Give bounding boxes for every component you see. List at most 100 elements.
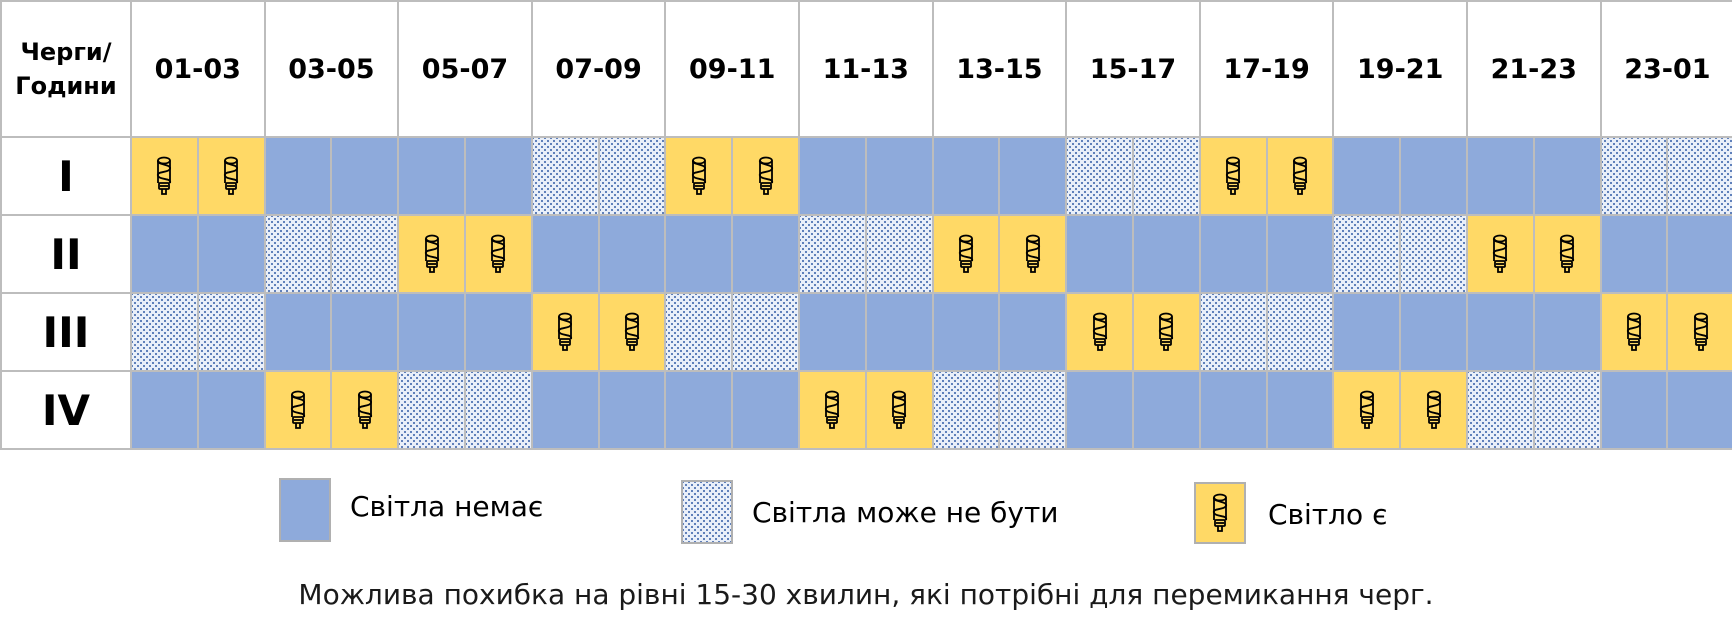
slot-maybe: [330, 214, 400, 294]
slot-off: [864, 136, 934, 216]
legend-label-off: Світла немає: [350, 490, 544, 523]
slot-maybe: [798, 214, 867, 294]
slot-maybe: [931, 370, 1001, 450]
light-bulb-icon: [1025, 234, 1040, 273]
light-bulb-icon: [691, 156, 706, 195]
slot-off: [1466, 292, 1535, 372]
slot-off: [1599, 370, 1669, 450]
slot-on: [731, 136, 800, 216]
corner-label-line1: Черги/: [20, 38, 112, 66]
slot-off: [196, 214, 266, 294]
light-bulb-icon: [1226, 156, 1241, 195]
slot-maybe: [731, 292, 800, 372]
slot-maybe: [664, 292, 734, 372]
light-bulb-icon: [1092, 312, 1107, 351]
slot-off: [1399, 136, 1468, 216]
queue-label: II: [0, 214, 132, 294]
light-bulb-icon: [290, 390, 306, 429]
slot-off: [731, 214, 800, 294]
hour-header: 19-21: [1332, 0, 1468, 138]
slot-on: [1198, 136, 1268, 216]
slot-off: [1132, 214, 1201, 294]
slot-off: [1198, 214, 1268, 294]
slot-on: [931, 214, 1001, 294]
slot-maybe: [1065, 136, 1134, 216]
light-bulb-icon: [1159, 312, 1174, 351]
slot-off: [1265, 370, 1335, 450]
slot-on: [530, 292, 600, 372]
light-bulb-icon: [825, 390, 840, 429]
light-bulb-icon: [1560, 234, 1575, 273]
hour-header: 09-11: [664, 0, 800, 138]
light-bulb-icon: [1359, 390, 1374, 429]
hour-header: 23-01: [1599, 0, 1732, 138]
hour-header: 03-05: [263, 0, 400, 138]
slot-off: [931, 136, 1001, 216]
hour-header: 21-23: [1466, 0, 1602, 138]
slot-on: [1599, 292, 1669, 372]
footnote: Можлива похибка на рівні 15-30 хвилин, я…: [298, 578, 1434, 611]
light-bulb-icon: [758, 156, 773, 195]
slot-off: [798, 136, 867, 216]
slot-off: [1532, 292, 1602, 372]
corner-label-line2: Години: [15, 72, 117, 100]
slot-off: [1198, 370, 1268, 450]
slot-maybe: [1399, 214, 1468, 294]
hour-header: 17-19: [1198, 0, 1335, 138]
slot-maybe: [530, 136, 600, 216]
slot-off: [330, 136, 400, 216]
schedule-grid: Черги/ Години 01-03 03-05 05-07 07-09 09-11 1…: [0, 0, 1732, 450]
slot-off: [597, 370, 667, 450]
slot-maybe: [597, 136, 667, 216]
hour-header: 05-07: [397, 0, 533, 138]
slot-on: [1332, 370, 1402, 450]
slot-off: [397, 136, 466, 216]
slot-maybe: [263, 214, 333, 294]
light-bulb-icon: [357, 390, 372, 429]
legend-swatch-off: [279, 478, 331, 542]
slot-on: [1399, 370, 1468, 450]
slot-off: [397, 292, 466, 372]
slot-maybe: [397, 370, 466, 450]
light-bulb-icon: [224, 156, 239, 195]
slot-off: [1399, 292, 1468, 372]
slot-maybe: [464, 370, 533, 450]
queue-label: I: [0, 136, 132, 216]
light-bulb-icon: [1212, 493, 1228, 532]
slot-maybe: [1198, 292, 1268, 372]
slot-off: [1532, 136, 1602, 216]
slot-maybe: [1532, 370, 1602, 450]
slot-off: [1332, 292, 1402, 372]
slot-off: [1132, 370, 1201, 450]
light-bulb-icon: [1493, 234, 1508, 273]
hour-header: 15-17: [1065, 0, 1201, 138]
corner-header: Черги/ Години: [0, 0, 132, 138]
slot-off: [597, 214, 667, 294]
light-bulb-icon: [491, 234, 506, 273]
light-bulb-icon: [624, 312, 640, 351]
slot-on: [397, 214, 466, 294]
slot-on: [1065, 292, 1134, 372]
slot-on: [196, 136, 266, 216]
slot-off: [998, 292, 1068, 372]
slot-off: [864, 292, 934, 372]
queue-label: III: [0, 292, 132, 372]
slot-on: [664, 136, 734, 216]
slot-on: [464, 214, 533, 294]
slot-on: [998, 214, 1068, 294]
light-bulb-icon: [1292, 156, 1308, 195]
queue-label: IV: [0, 370, 132, 450]
light-bulb-icon: [424, 234, 439, 273]
slot-off: [798, 292, 867, 372]
light-bulb-icon: [958, 234, 974, 273]
slot-off: [1265, 214, 1335, 294]
slot-off: [530, 214, 600, 294]
slot-on: [130, 136, 199, 216]
slot-on: [597, 292, 667, 372]
slot-maybe: [1265, 292, 1335, 372]
slot-off: [998, 136, 1068, 216]
slot-off: [464, 292, 533, 372]
slot-on: [864, 370, 934, 450]
light-bulb-icon: [1693, 312, 1708, 351]
light-bulb-icon: [1626, 312, 1642, 351]
